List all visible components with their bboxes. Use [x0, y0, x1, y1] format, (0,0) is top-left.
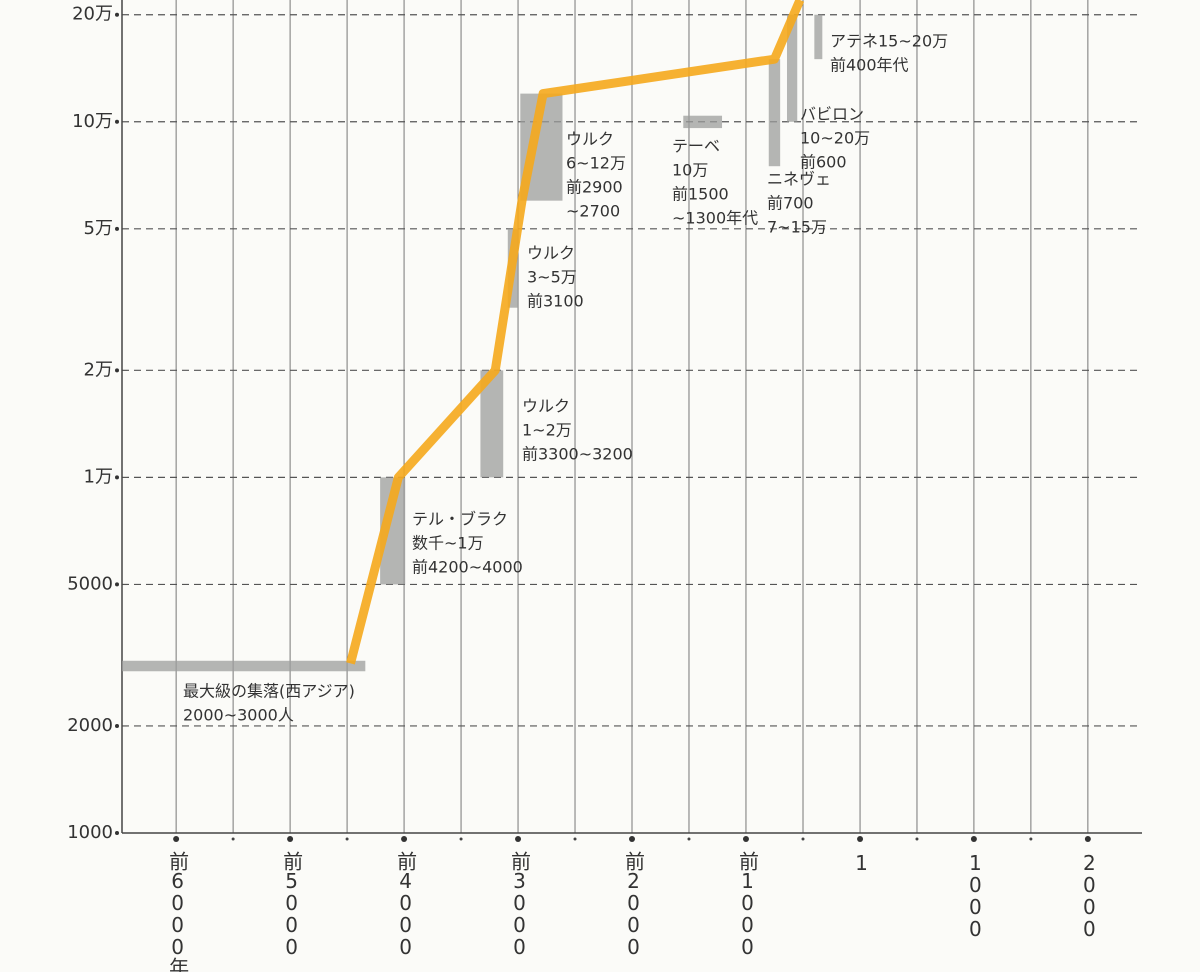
tick-dot	[573, 837, 577, 841]
tick-dot	[459, 837, 463, 841]
y-tick	[115, 368, 119, 373]
annotation: 3~5万	[527, 268, 577, 287]
y-tick	[115, 119, 119, 124]
y-tick	[115, 226, 119, 231]
annotation: 数千~1万	[412, 534, 484, 553]
tick-dot	[915, 837, 919, 841]
y-tick-label: 1000	[67, 822, 113, 843]
y-tick-label: 10万	[72, 111, 113, 132]
y-tick-label: 2000	[67, 715, 113, 736]
x-tick-label: 1000	[963, 851, 987, 939]
annotation: 前400年代	[830, 56, 909, 75]
annotation: 前1500	[672, 185, 729, 204]
y-tick	[115, 831, 119, 835]
x-tick	[515, 836, 522, 842]
annotation: 前600	[800, 153, 847, 172]
annotation: 前2900	[566, 178, 623, 197]
x-tick	[742, 836, 749, 842]
x-tick	[970, 836, 977, 842]
line	[346, 0, 805, 665]
y-tick-label: 2万	[84, 359, 113, 380]
annotation: テル・ブラク	[412, 510, 508, 529]
x-tick	[287, 836, 294, 842]
annotation: バビロン	[800, 105, 864, 124]
y-tick-label: 1万	[84, 466, 113, 487]
x-tick-label: 前4000	[394, 851, 418, 957]
y-tick	[115, 12, 119, 17]
plot-area	[346, 0, 805, 665]
tick-dot	[801, 837, 805, 841]
x-tick	[629, 836, 635, 842]
x-tick	[401, 836, 408, 842]
range-bar	[122, 660, 366, 672]
range-bar	[814, 14, 823, 60]
y-tick	[115, 582, 119, 587]
annotation: ニネヴェ	[767, 170, 831, 189]
x-tick	[173, 836, 180, 842]
y-tick-label: 5000	[67, 573, 113, 594]
range-bar	[480, 370, 504, 478]
annotation: 10~20万	[800, 129, 870, 148]
annotation: ウルク	[527, 244, 575, 263]
range-bar	[786, 14, 798, 122]
annotation: 前3300~3200	[522, 445, 633, 464]
annotation: 10万	[672, 161, 708, 180]
x-tick-label: 前1000	[735, 851, 759, 957]
annotation: ウルク	[566, 130, 614, 149]
x-tick-label: 前6000年	[166, 851, 190, 972]
x-tick-label: 前2000	[622, 851, 646, 957]
y-tick	[115, 723, 119, 728]
tick-dot	[687, 837, 691, 841]
annotation: 最大級の集落(西アジア)	[183, 682, 355, 701]
x-tick	[857, 836, 864, 842]
y-tick	[115, 475, 119, 480]
x-tick-label: 1	[850, 851, 874, 873]
annotation: テーベ	[672, 137, 720, 156]
x-tick-label: 前3000	[508, 851, 532, 957]
annotation: ~2700	[566, 202, 620, 221]
annotation: 前3100	[527, 292, 584, 311]
range-bar	[683, 115, 723, 129]
range-bar	[768, 59, 781, 167]
annotation: ウルク	[522, 397, 570, 416]
y-tick-label: 5万	[84, 218, 113, 239]
x-tick	[1084, 836, 1091, 842]
y-tick-label: 20万	[72, 4, 113, 25]
annotation: 前700	[767, 194, 814, 213]
annotation: 2000~3000人	[183, 706, 294, 725]
annotation: 7~15万	[767, 218, 827, 237]
tick-dot	[345, 837, 349, 841]
x-tick-label: 2000	[1077, 851, 1101, 939]
tick-dot	[231, 837, 235, 841]
annotation: 6~12万	[566, 154, 626, 173]
x-tick-label: 前5000	[280, 851, 304, 957]
annotation: 1~2万	[522, 421, 572, 440]
annotation: 前4200~4000	[412, 558, 523, 577]
annotation: アテネ15~20万	[830, 32, 948, 51]
annotation: ~1300年代	[672, 209, 758, 228]
tick-dot	[1029, 837, 1033, 841]
